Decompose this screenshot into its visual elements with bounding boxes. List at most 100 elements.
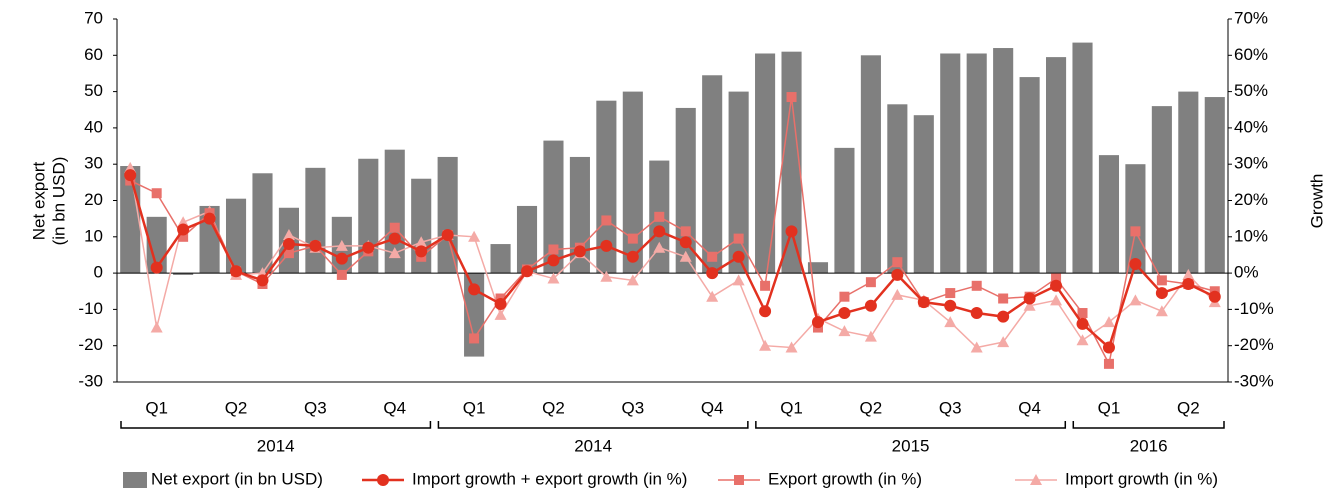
marker	[785, 341, 798, 353]
marker	[627, 233, 638, 244]
marker	[970, 307, 983, 320]
marker	[468, 230, 481, 242]
marker	[706, 290, 719, 302]
marker	[786, 92, 797, 103]
y2-tick-label: 20%	[1234, 190, 1268, 209]
bar	[993, 48, 1014, 274]
marker	[706, 267, 719, 280]
bar	[1098, 155, 1120, 274]
marker	[811, 316, 824, 329]
marker	[653, 241, 666, 253]
bar	[543, 140, 564, 274]
marker	[680, 226, 691, 237]
marker	[1023, 299, 1036, 311]
marker	[415, 245, 428, 258]
y-tick-label: 40	[84, 117, 103, 136]
group-label: 2015	[892, 436, 930, 455]
group-label: 2014	[257, 436, 295, 455]
bar	[702, 75, 723, 274]
marker	[1129, 258, 1142, 271]
marker	[151, 188, 162, 199]
marker	[548, 244, 559, 255]
group-bracket	[1072, 421, 1225, 429]
marker	[468, 283, 481, 296]
marker	[1103, 358, 1114, 369]
marker	[838, 307, 851, 320]
marker	[547, 254, 560, 267]
y-tick-label: -30	[78, 371, 103, 390]
y2-tick-label: 60%	[1234, 45, 1268, 64]
marker	[732, 274, 745, 286]
bar	[860, 55, 881, 274]
bar	[1072, 42, 1093, 274]
legend-label: Export growth (in %)	[768, 469, 922, 488]
y-tick-label: 70	[84, 8, 103, 27]
marker	[838, 325, 851, 337]
marker	[150, 321, 163, 333]
marker	[309, 239, 322, 252]
marker	[759, 305, 772, 318]
marker	[997, 336, 1010, 348]
bar	[728, 91, 749, 274]
marker	[1023, 292, 1036, 305]
marker	[494, 297, 507, 310]
y-tick-label: 60	[84, 45, 103, 64]
group-label: 2014	[574, 436, 612, 455]
marker	[521, 265, 534, 278]
bar	[622, 91, 643, 274]
y-axis-label: Net export	[29, 162, 48, 241]
marker	[469, 333, 480, 344]
marker	[335, 252, 348, 265]
marker	[944, 299, 957, 312]
y-tick-label: -10	[78, 299, 103, 318]
y2-tick-label: 30%	[1234, 154, 1268, 173]
x-tick-label: Q1	[145, 398, 168, 417]
bar	[675, 107, 696, 274]
bar	[1125, 164, 1146, 274]
y-axis-label: (in bn USD)	[49, 157, 68, 246]
legend-marker	[734, 475, 744, 485]
marker	[654, 211, 665, 222]
bar	[437, 156, 458, 274]
marker	[1076, 334, 1089, 346]
marker	[759, 339, 772, 351]
bar	[596, 100, 617, 274]
legend-label: Import growth + export growth (in %)	[412, 469, 687, 488]
marker	[283, 248, 294, 259]
marker	[732, 250, 745, 263]
marker	[945, 288, 956, 299]
marker	[679, 250, 692, 262]
bar	[1151, 106, 1172, 274]
marker	[679, 236, 692, 249]
marker	[601, 215, 612, 226]
bar	[569, 156, 590, 274]
marker	[891, 288, 904, 300]
marker	[415, 236, 428, 248]
group-bracket	[437, 421, 749, 429]
bar	[913, 115, 934, 274]
bar	[834, 147, 855, 274]
marker	[494, 308, 507, 320]
group-bracket	[755, 421, 1067, 429]
marker	[150, 261, 163, 274]
marker	[1156, 275, 1167, 286]
bar	[464, 273, 485, 357]
bar	[1204, 97, 1225, 274]
marker	[389, 222, 400, 233]
marker	[839, 291, 850, 302]
marker	[653, 225, 666, 238]
bar	[781, 51, 802, 274]
bar	[807, 262, 829, 274]
marker	[864, 299, 877, 312]
marker	[1208, 290, 1221, 303]
y-tick-label: 30	[84, 154, 103, 173]
marker	[1155, 305, 1168, 317]
marker	[626, 250, 639, 263]
marker	[1102, 316, 1115, 328]
x-tick-label: Q4	[701, 398, 724, 417]
x-tick-label: Q1	[780, 398, 803, 417]
legend-marker	[1030, 474, 1042, 485]
marker	[865, 277, 876, 288]
marker	[336, 269, 347, 280]
